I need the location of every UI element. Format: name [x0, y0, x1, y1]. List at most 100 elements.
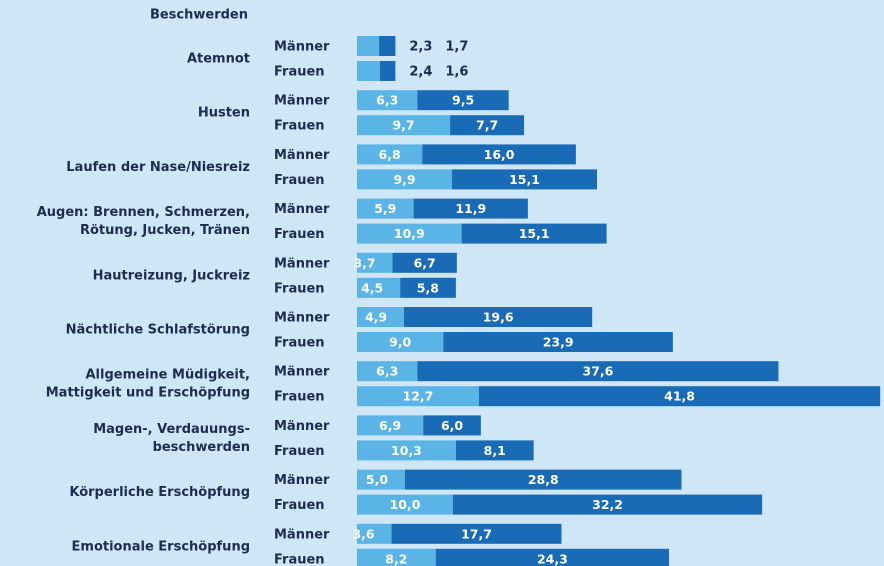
bar-segment [357, 415, 424, 436]
value-label: 37,6 [583, 364, 614, 379]
row-label: Männer [274, 419, 330, 434]
bar-segment [357, 198, 414, 219]
row-label: Frauen [274, 227, 325, 242]
bar-segment [357, 440, 456, 461]
bar-segment [357, 223, 462, 244]
bar-segment [453, 494, 763, 515]
value-label: 1,6 [445, 65, 468, 80]
value-label: 41,8 [664, 389, 695, 404]
bar-segment [392, 252, 457, 273]
value-label: 11,9 [455, 201, 486, 216]
category-label: Magen-, Verdauungs-beschwerden [93, 421, 250, 454]
value-label: 8,1 [484, 443, 506, 458]
row-label: Frauen [274, 390, 325, 405]
value-label: 3,6 [352, 526, 374, 541]
category-label-line: Atemnot [187, 51, 250, 66]
value-label: 6,3 [376, 93, 398, 108]
value-label: 9,5 [452, 93, 474, 108]
bar-segment [413, 198, 528, 219]
bar-segment [357, 169, 453, 190]
bar-segment [357, 252, 393, 273]
value-label: 6,8 [379, 147, 401, 162]
category-label: Emotionale Erschöpfung [72, 539, 250, 554]
row-label: Frauen [274, 173, 325, 188]
chart-title: Beschwerden [150, 8, 248, 23]
bar-segment [450, 115, 525, 136]
value-label: 9,0 [389, 335, 411, 350]
row-label: Frauen [274, 65, 325, 80]
value-label: 19,6 [483, 310, 514, 325]
bar-segment [400, 277, 456, 298]
value-label: 2,4 [409, 65, 432, 80]
bar-segment [357, 494, 453, 515]
bar-segment [422, 144, 576, 165]
value-label: 15,1 [509, 172, 540, 187]
bar-segment [461, 223, 607, 244]
value-label: 6,3 [376, 364, 398, 379]
row-label: Männer [274, 94, 330, 109]
value-label: 32,2 [592, 497, 623, 512]
value-label: 10,3 [391, 443, 422, 458]
value-label: 10,9 [394, 226, 425, 241]
bar-segment [391, 523, 562, 544]
value-label: 3,7 [353, 255, 375, 270]
bar-segment [478, 386, 881, 407]
category-label: Atemnot [187, 51, 250, 66]
row-label: Männer [274, 473, 330, 488]
category-label-line: Rötung, Jucken, Tränen [80, 223, 250, 238]
row-label: Frauen [274, 336, 325, 351]
value-label: 2,3 [409, 40, 432, 55]
row-label: Männer [274, 311, 330, 326]
category-label: Allgemeine Müdigkeit, Mattigkeit und Ersc… [46, 367, 250, 400]
value-label: 24,3 [537, 551, 568, 566]
bar-segment [357, 61, 381, 81]
value-label: 16,0 [484, 147, 515, 162]
value-label: 5,8 [417, 280, 439, 295]
category-label: Laufen der Nase/Niesreiz [66, 159, 250, 174]
category-label-line: Hautreizung, Juckreiz [93, 268, 250, 283]
value-label: 4,9 [365, 310, 387, 325]
row-label: Frauen [274, 281, 325, 296]
value-label: 17,7 [461, 526, 492, 541]
bar-segment [380, 61, 396, 81]
bar-segment [405, 469, 682, 490]
category-label: Hautreizung, Juckreiz [93, 268, 250, 283]
bar-segment [452, 169, 597, 190]
row-label: Frauen [274, 119, 325, 134]
bar-segment [423, 415, 481, 436]
value-label: 6,7 [414, 255, 436, 270]
category-label-line: Emotionale Erschöpfung [72, 539, 250, 554]
value-label: 9,7 [392, 118, 414, 133]
bar-segment [404, 307, 593, 327]
bar-segment [357, 277, 401, 298]
value-label: 4,5 [361, 280, 383, 295]
bar-segment [357, 36, 380, 56]
value-label: 5,0 [366, 472, 388, 487]
value-label: 28,8 [528, 472, 559, 487]
bar-segment [417, 361, 779, 382]
bar-segment [357, 548, 436, 566]
value-label: 1,7 [445, 40, 468, 55]
value-label: 5,9 [374, 201, 396, 216]
bar-segment [417, 90, 509, 111]
row-label: Männer [274, 365, 330, 380]
bar-segment [357, 523, 392, 544]
bar-segment [357, 307, 405, 327]
bar-segment [357, 90, 418, 111]
category-label: Nächtliche Schlafstörung [66, 322, 250, 337]
category-label-line: Laufen der Nase/Niesreiz [66, 159, 250, 174]
category-label-line: Nächtliche Schlafstörung [66, 322, 250, 337]
value-label: 6,9 [379, 418, 401, 433]
row-label: Männer [274, 527, 330, 542]
value-label: 9,9 [393, 172, 415, 187]
bar-segment [357, 144, 423, 165]
bar-segment [357, 332, 444, 352]
category-label-line: Magen-, Verdauungs- [93, 421, 250, 436]
row-label: Männer [274, 148, 330, 163]
value-label: 6,0 [441, 418, 463, 433]
bar-segment [357, 469, 405, 490]
category-label-line: Körperliche Erschöpfung [69, 485, 250, 500]
bar-segment [443, 332, 673, 352]
category-label-line: beschwerden [153, 439, 250, 454]
value-label: 12,7 [403, 389, 434, 404]
